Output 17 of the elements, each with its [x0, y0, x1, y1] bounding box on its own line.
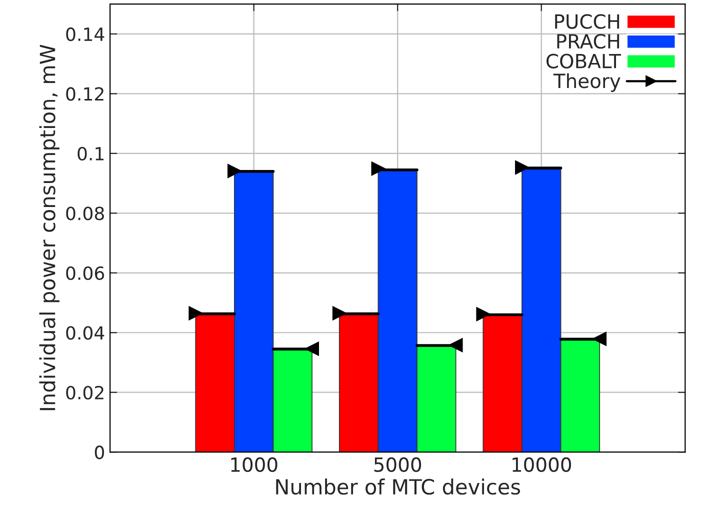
legend-label: PRACH: [557, 34, 620, 49]
y-tick-label: 0.14: [66, 27, 104, 42]
y-tick-label: 0.04: [66, 326, 104, 340]
y-axis-title: Individual power consumption, mW: [39, 44, 60, 410]
y-tick-label: 0.12: [66, 87, 104, 101]
legend-label: PUCCH: [555, 14, 620, 29]
legend-label: COBALT: [546, 54, 622, 68]
y-tick-label: 0: [94, 446, 104, 460]
x-axis-title: Number of MTC devices: [276, 478, 520, 495]
y-tick-label: 0.02: [66, 386, 104, 400]
y-tick-label: 0.08: [66, 206, 104, 220]
y-tick-label: 0.06: [66, 266, 104, 280]
x-tick-label: 1000: [231, 457, 278, 472]
x-tick-label: 10000: [512, 457, 572, 472]
legend-label: Theory: [553, 73, 620, 92]
x-tick-label: 5000: [374, 457, 422, 472]
y-tick-label: 0.1: [78, 146, 104, 161]
